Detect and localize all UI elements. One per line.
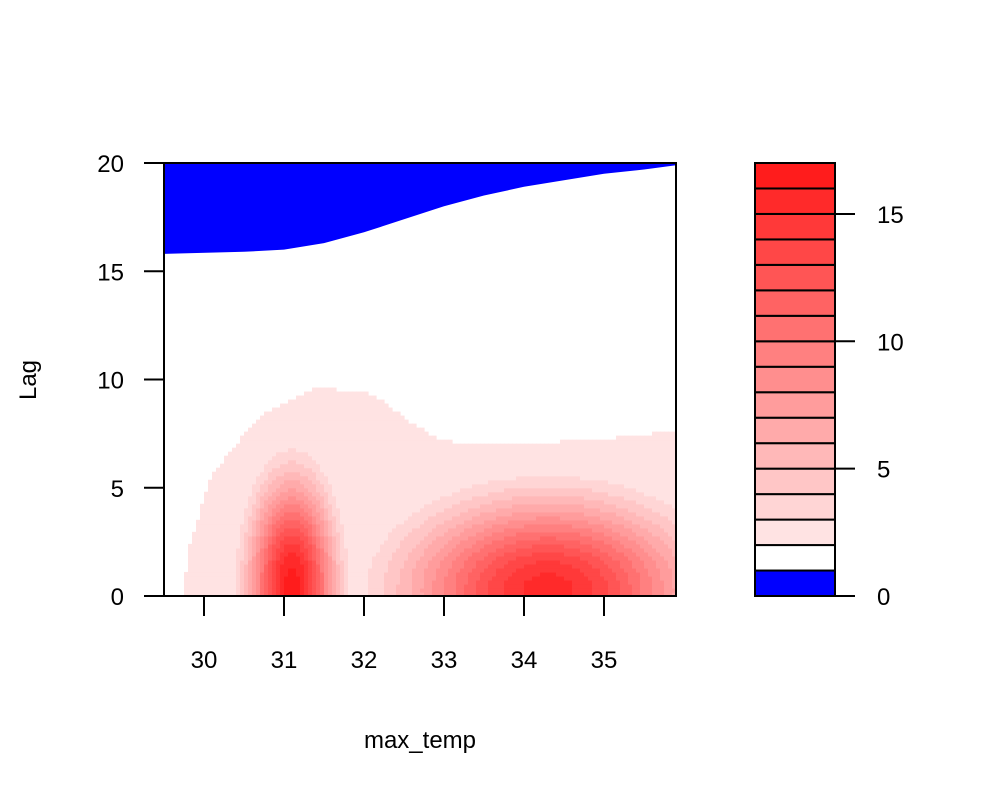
colorbar: 0 5 10 15 xyxy=(754,162,904,611)
colorbar-swatch xyxy=(754,467,836,496)
colorbar-swatch xyxy=(754,263,836,292)
colorbar-swatch xyxy=(754,518,836,547)
colorbar-swatch xyxy=(754,365,836,394)
colorbar-swatch xyxy=(754,162,836,190)
y-axis-title: Lag xyxy=(15,360,42,400)
y-tick-label: 15 xyxy=(97,259,124,286)
contour-fill xyxy=(184,387,676,596)
x-tick-label: 31 xyxy=(271,647,298,674)
colorbar-swatch xyxy=(754,416,836,445)
colorbar-swatch xyxy=(754,569,836,598)
y-tick-label: 20 xyxy=(97,151,124,178)
colorbar-swatch xyxy=(754,493,836,521)
colorbar-swatch xyxy=(754,187,836,215)
x-tick-label: 35 xyxy=(591,647,618,674)
colorbar-tick-label: 0 xyxy=(877,584,890,611)
x-tick-label: 34 xyxy=(511,647,538,674)
x-tick-label: 30 xyxy=(191,647,218,674)
x-axis: 30 31 32 33 34 35 xyxy=(191,596,618,674)
colorbar-swatch xyxy=(754,314,836,343)
y-tick-label: 10 xyxy=(97,368,124,395)
y-tick-label: 0 xyxy=(111,584,124,611)
blue-region xyxy=(164,163,676,254)
colorbar-swatch xyxy=(754,340,836,368)
y-tick-label: 5 xyxy=(111,476,124,503)
colorbar-tick-label: 10 xyxy=(877,329,904,356)
colorbar-tick-label: 15 xyxy=(877,202,904,229)
colorbar-swatch xyxy=(754,544,836,572)
colorbar-swatch xyxy=(754,238,836,266)
x-axis-title: max_temp xyxy=(364,727,476,754)
colorbar-swatch xyxy=(754,212,836,241)
x-tick-label: 33 xyxy=(431,647,458,674)
colorbar-swatch xyxy=(754,391,836,419)
y-axis: 0 5 10 15 20 xyxy=(97,151,164,611)
colorbar-swatch xyxy=(754,442,836,470)
x-tick-label: 32 xyxy=(351,647,378,674)
colorbar-tick-label: 5 xyxy=(877,457,890,484)
colorbar-swatch xyxy=(754,289,836,317)
